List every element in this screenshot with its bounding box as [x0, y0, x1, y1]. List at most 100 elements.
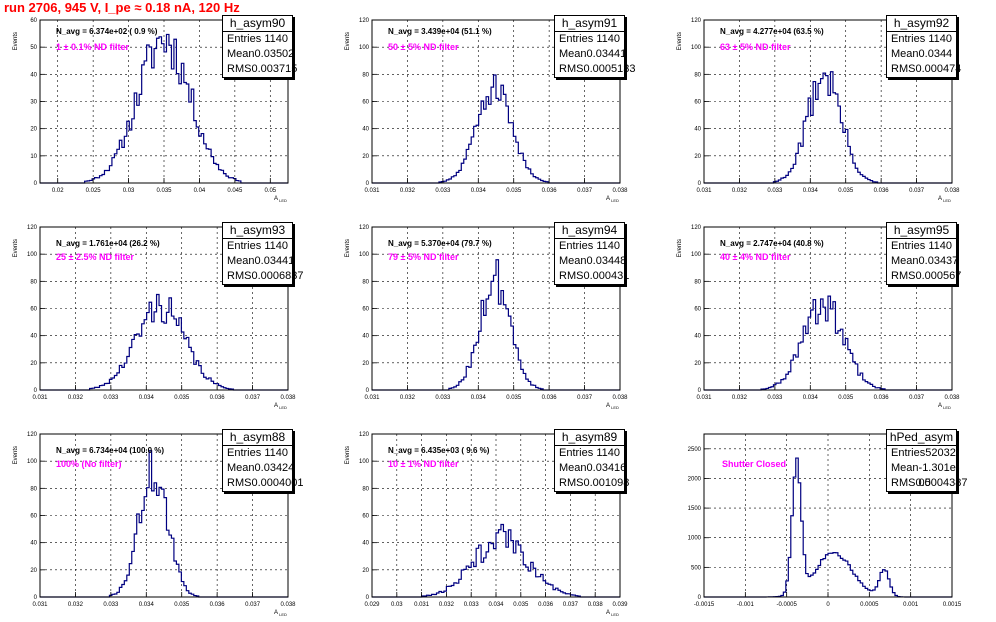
histogram-pad-h_asym95: 0.031 0.032 0.033 0.034 0.035 0.036 0.037 0.038…	[664, 207, 996, 414]
y-tick-label: 120	[27, 432, 38, 438]
histogram-pad-h_asym88: 0.031 0.032 0.033 0.034 0.035 0.036 0.037 0.038…	[0, 414, 332, 621]
y-tick-label: 80	[694, 279, 701, 285]
x-tick-label: -0.001	[737, 602, 755, 608]
x-tick-label: 0.035	[513, 602, 529, 608]
x-tick-label: 0.033	[435, 395, 451, 401]
filter-label: 1 ± 0.1% ND filter	[56, 42, 129, 52]
stats-rms-label: RMS	[891, 477, 916, 489]
x-tick-label: 0.034	[139, 602, 155, 608]
histogram-pad-hPed_asym: -0.0015 -0.001 -0.0005 0 0.0005 0.001 0.0015 0 5…	[664, 414, 996, 621]
y-tick-label: 100	[359, 45, 370, 51]
stats-rms-value: 0.000431	[583, 270, 630, 282]
stats-mean: Mean 0.03502	[223, 47, 295, 62]
y-tick-label: 120	[691, 18, 702, 24]
filter-label: 100% (No filter)	[56, 459, 122, 469]
y-tick-label: 0	[34, 181, 38, 187]
stats-entries-label: Entries	[559, 33, 594, 45]
filter-label: 10 ± 1% ND filter	[388, 459, 459, 469]
stats-rms-label: RMS	[559, 270, 584, 282]
y-tick-label: 40	[694, 334, 701, 340]
stats-rms: RMS 0.000474	[887, 62, 961, 77]
y-tick-label: 20	[30, 361, 37, 367]
stats-rms-label: RMS	[559, 477, 584, 489]
y-tick-label: 120	[359, 18, 370, 24]
y-tick-label: 50	[30, 45, 37, 51]
y-tick-label: 60	[694, 100, 701, 106]
stats-entries-value: 1140	[596, 240, 620, 252]
y-tick-label: 20	[362, 568, 369, 574]
stats-rms-label: RMS	[227, 270, 252, 282]
stats-rms: RMS 0.0006837	[223, 269, 303, 284]
y-axis-title: Events	[345, 239, 351, 257]
x-tick-label: 0.033	[103, 602, 119, 608]
stats-rms-label: RMS	[891, 63, 916, 75]
y-tick-label: 80	[362, 72, 369, 78]
stats-entries-label: Entries	[891, 240, 926, 252]
x-tick-label: 0.031	[414, 602, 430, 608]
stats-entries: Entries 1140	[887, 32, 956, 47]
stats-title: h_asym94	[555, 223, 624, 239]
x-tick-label: 0.029	[364, 602, 380, 608]
x-tick-label: 0.038	[944, 188, 960, 194]
x-tick-label: 0.037	[577, 188, 593, 194]
stats-mean-value: 0.03448	[586, 255, 627, 267]
stats-title: h_asym89	[555, 430, 624, 446]
stats-title: h_asym93	[223, 223, 292, 239]
y-tick-label: 100	[27, 252, 38, 258]
y-tick-label: 40	[694, 127, 701, 133]
stats-rms: RMS 0.0004387	[887, 476, 967, 491]
x-tick-label: 0.034	[488, 602, 504, 608]
y-tick-label: 120	[359, 432, 370, 438]
x-tick-label: 0.035	[156, 188, 172, 194]
y-tick-label: 2500	[688, 447, 702, 453]
navg-label: N_avg = 4.277e+04 (63.5 %)	[720, 27, 824, 36]
x-axis-title: A LED	[938, 196, 951, 203]
y-tick-label: 10	[30, 154, 37, 160]
stats-entries-value: 1140	[928, 33, 952, 45]
x-tick-label: 0.03	[123, 188, 135, 194]
x-tick-label: 0.031	[364, 188, 380, 194]
stats-rms-value: 0.003715	[251, 63, 298, 75]
stats-rms-value: 0.0004001	[251, 477, 304, 489]
stats-entries-label: Entries	[227, 33, 262, 45]
x-tick-label: 0.032	[732, 395, 748, 401]
x-tick-label: -0.0015	[694, 602, 715, 608]
stats-entries-label: Entries	[891, 447, 926, 459]
x-tick-label: 0.032	[68, 602, 84, 608]
x-tick-label: 0.036	[542, 395, 558, 401]
y-tick-label: 60	[30, 514, 37, 520]
stats-mean-value: 0.03502	[254, 48, 295, 60]
y-tick-label: 2000	[688, 476, 702, 482]
y-tick-label: 20	[30, 568, 37, 574]
stats-entries-value: 1140	[264, 240, 288, 252]
stats-entries: Entries 1140	[223, 239, 292, 254]
filter-label: 40 ± 4% ND filter	[720, 252, 791, 262]
stats-box: h_asym95 Entries 1140 Mean 0.03437 RMS 0.00056…	[886, 222, 961, 285]
x-tick-label: 0.031	[696, 188, 712, 194]
stats-mean-label: Mean	[559, 48, 587, 60]
stats-rms: RMS 0.003715	[223, 62, 297, 77]
x-tick-label: 0.038	[280, 602, 296, 608]
y-tick-label: 60	[30, 307, 37, 313]
y-axis-title: Events	[13, 32, 19, 50]
x-tick-label: 0.031	[364, 395, 380, 401]
stats-title: h_asym92	[887, 16, 956, 32]
stats-mean: Mean 0.03437	[887, 254, 958, 269]
y-tick-label: 100	[359, 459, 370, 465]
filter-label: Shutter Closed	[722, 459, 787, 469]
x-tick-label: 0.02	[52, 188, 64, 194]
stats-box: h_asym94 Entries 1140 Mean 0.03448 RMS 0.00043…	[554, 222, 629, 285]
x-tick-label: 0.05	[264, 188, 276, 194]
x-axis-title: A LED	[606, 403, 619, 410]
y-tick-label: 500	[691, 565, 702, 571]
stats-rms-value: 0.0005133	[583, 63, 636, 75]
navg-label: N_avg = 6.435e+03 ( 9.6 %)	[388, 446, 490, 455]
histogram-series	[704, 71, 952, 184]
stats-mean-value: 0.0344	[918, 48, 953, 60]
x-tick-label: 0.032	[68, 395, 84, 401]
stats-mean-label: Mean	[227, 462, 255, 474]
x-tick-label: 0.045	[227, 188, 243, 194]
histogram-plot: 0.031 0.032 0.033 0.034 0.035 0.036 0.037 0.038…	[13, 225, 296, 410]
y-tick-label: 0	[698, 388, 702, 394]
y-tick-label: 20	[694, 361, 701, 367]
